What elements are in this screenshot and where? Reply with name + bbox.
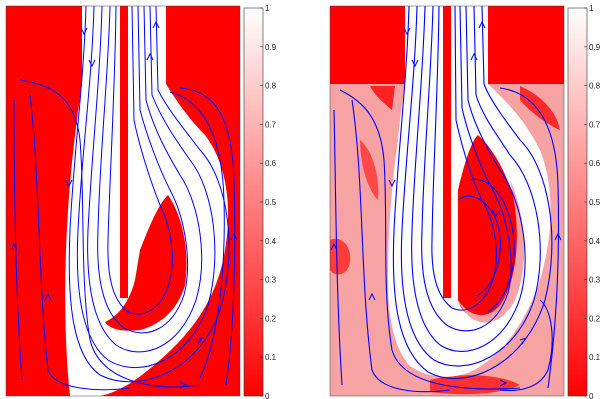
left-plot-frame	[5, 5, 241, 397]
right-inner-pipe	[443, 6, 451, 298]
right-arrow	[330, 242, 338, 251]
left-plot	[5, 5, 241, 397]
right-arrow	[388, 179, 396, 188]
left-colorbar-tick-label: 1	[265, 4, 270, 13]
right-red-blob	[360, 140, 379, 200]
right-streamline	[499, 87, 560, 389]
right-colorbar-ticks: 0 0.1 0.2 0.3 0.4 0.5 0.6 0.7 0.8 0.9 1	[584, 4, 601, 399]
right-colorbar-tick-label: 0.6	[589, 159, 601, 168]
left-colorbar-tick-label: 0.8	[265, 82, 277, 91]
right-field	[330, 6, 564, 396]
right-streamlines	[333, 6, 560, 393]
right-streamline	[411, 6, 526, 352]
right-red-blob	[520, 86, 560, 130]
left-arrow	[146, 52, 154, 61]
left-colorbar-tick-label: 0.3	[265, 276, 277, 285]
right-plot	[329, 5, 565, 397]
left-arrow	[152, 20, 160, 29]
left-field	[6, 6, 240, 396]
right-red-blob	[330, 238, 351, 275]
left-streamline	[97, 6, 189, 334]
right-arrow	[491, 209, 501, 217]
right-colorbar-tick-label: 0.7	[589, 120, 601, 129]
right-streamline	[392, 6, 553, 380]
left-arrow	[10, 242, 18, 251]
left-arrow	[65, 179, 73, 188]
right-streamline	[457, 195, 501, 296]
left-colorbar-tick-label: 0.4	[265, 237, 277, 246]
right-arrow	[411, 59, 419, 68]
right-colorbar-tick-label: 1	[589, 4, 594, 13]
right-streamline	[339, 89, 521, 390]
right-streamline	[351, 99, 451, 393]
left-arrow	[88, 59, 96, 68]
left-colorbar-tick-label: 0	[265, 392, 270, 399]
right-arrow	[519, 337, 528, 345]
left-streamlines	[13, 6, 236, 391]
left-arrow	[195, 337, 204, 345]
left-red-pocket	[105, 195, 187, 331]
right-arrow	[368, 292, 376, 301]
left-colorbar-tick-label: 0.5	[265, 198, 277, 207]
right-arrow	[499, 379, 508, 387]
left-arrows	[10, 20, 238, 389]
right-colorbar-tick-label: 0.4	[589, 237, 601, 246]
right-colorbar: 0 0.1 0.2 0.3 0.4 0.5 0.6 0.7 0.8 0.9 1	[567, 4, 601, 399]
left-colorbar: 0 0.1 0.2 0.3 0.4 0.5 0.6 0.7 0.8 0.9 1	[243, 4, 277, 399]
left-streamline	[179, 87, 236, 386]
right-arrows	[330, 20, 562, 387]
left-arrow	[80, 27, 88, 36]
right-colorbar-tick-label: 0.9	[589, 43, 601, 52]
left-colorbar-tick-label: 0.2	[265, 314, 277, 323]
right-plot-frame	[329, 5, 565, 397]
right-streamline	[469, 178, 515, 313]
right-streamline	[400, 6, 541, 367]
left-arrow	[44, 292, 52, 301]
left-colorbar-tick-label: 0.1	[265, 353, 277, 362]
right-streamline	[333, 109, 343, 386]
left-inner-pipe	[120, 6, 128, 298]
right-arrow	[470, 52, 478, 61]
left-streamline	[19, 79, 201, 388]
right-colorbar-tick-label: 0.1	[589, 353, 601, 362]
left-jet-region	[65, 6, 229, 396]
right-arrow	[478, 20, 486, 29]
left-colorbar-tick-label: 0.9	[265, 43, 277, 52]
right-colorbar-tick-label: 0.5	[589, 198, 601, 207]
right-red-blob	[370, 86, 395, 110]
left-colorbar-ticks: 0 0.1 0.2 0.3 0.4 0.5 0.6 0.7 0.8 0.9 1	[260, 4, 277, 399]
right-colorbar-tick-label: 0.3	[589, 276, 601, 285]
left-colorbar-tick-label: 0.7	[265, 120, 277, 129]
right-streamline	[499, 299, 553, 392]
left-colorbar-tick-label: 0.6	[265, 159, 277, 168]
right-pink-band	[458, 180, 525, 323]
left-arrow	[230, 232, 238, 241]
left-streamline	[107, 6, 173, 315]
right-colorbar-tick-label: 0.8	[589, 82, 601, 91]
right-arrow	[403, 27, 411, 36]
right-streamline	[421, 6, 512, 332]
right-colorbar-tick-label: 0.2	[589, 314, 601, 323]
right-arrow	[554, 232, 562, 241]
left-streamline	[68, 6, 230, 383]
left-arrow	[179, 381, 188, 389]
right-colorbar-tick-label: 0	[589, 392, 594, 399]
left-streamline	[87, 6, 203, 353]
left-streamline	[169, 91, 225, 379]
left-streamline	[29, 94, 131, 391]
right-streamline	[431, 6, 497, 311]
